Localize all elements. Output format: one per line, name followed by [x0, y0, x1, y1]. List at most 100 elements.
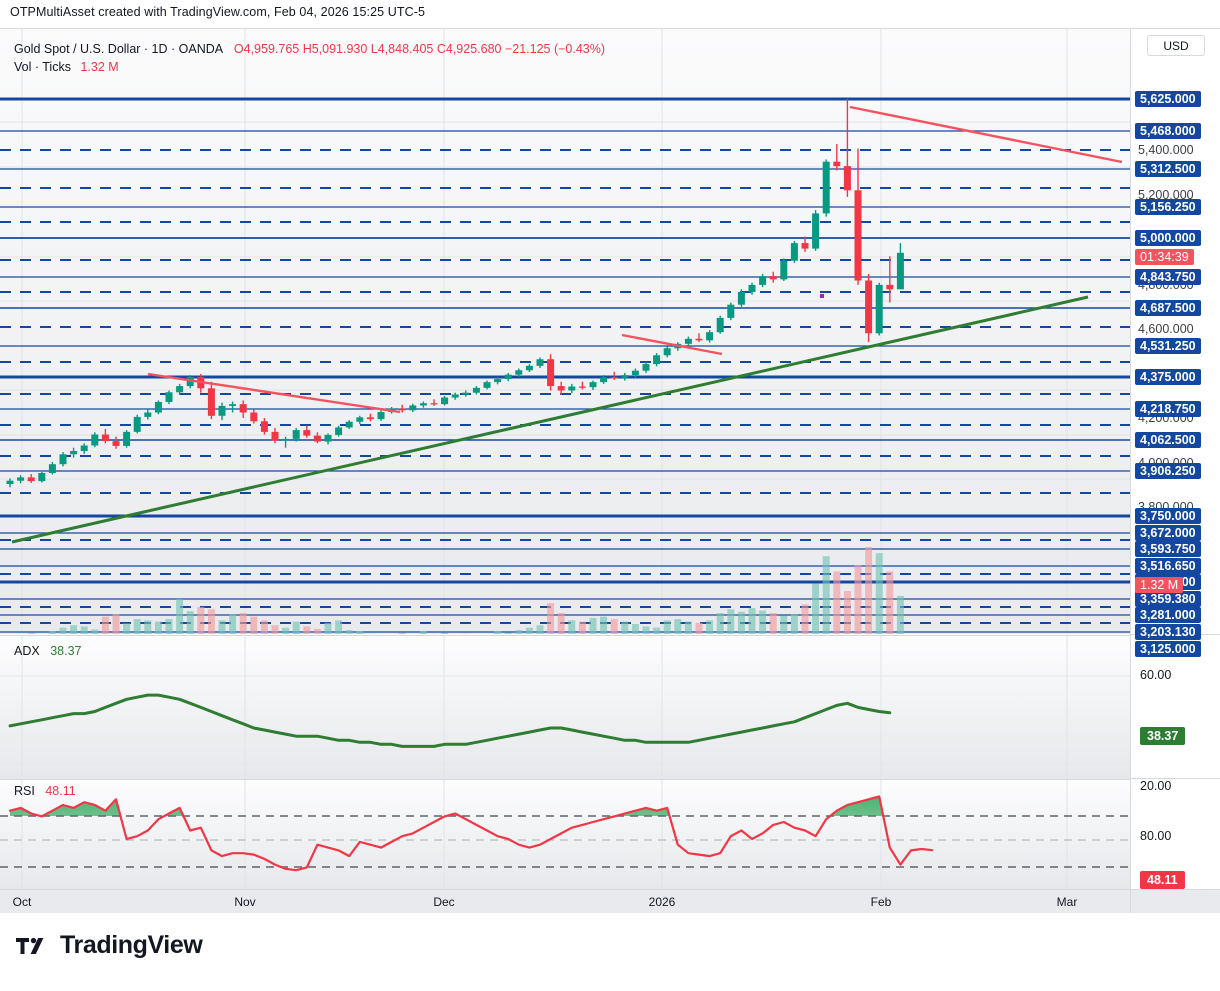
volume-bar — [642, 626, 650, 634]
rsi-line — [8, 795, 934, 872]
candle-body — [335, 427, 343, 435]
candle-body — [706, 332, 714, 341]
candle-body — [101, 434, 109, 442]
blue-levels-dashed — [0, 149, 1130, 624]
price-pane[interactable]: Gold Spot / U.S. Dollar · 1D · OANDA O4,… — [0, 29, 1130, 634]
candle-body — [716, 317, 724, 333]
candle-body — [451, 394, 459, 398]
adx-pane-canvas — [0, 636, 1130, 779]
volume-bar — [769, 613, 777, 634]
rsi-value-badge: 48.11 — [1140, 871, 1185, 889]
candle-body — [886, 284, 894, 290]
volume-bar — [91, 629, 99, 634]
volume-bar — [865, 547, 873, 634]
volume-bar — [494, 631, 502, 634]
candle-body — [133, 416, 141, 432]
trendline-resistance-micro — [621, 333, 723, 356]
volume-bar — [154, 621, 162, 634]
price-level-label: 5,156.250 — [1135, 199, 1201, 215]
candle-body — [48, 464, 56, 473]
volume-bar — [801, 604, 809, 634]
volume-bar — [568, 620, 576, 634]
tradingview-mark-icon — [16, 937, 44, 954]
candle-body — [80, 445, 88, 451]
volume-bar — [663, 620, 671, 634]
volume-bar — [59, 627, 67, 634]
volume-bar — [621, 621, 629, 634]
tradingview-wordmark: TradingView — [60, 931, 203, 959]
candle-body — [536, 359, 544, 366]
volume-bar — [727, 609, 735, 634]
volume-bar — [833, 571, 841, 634]
price-level-label: 5,000.000 — [1135, 230, 1201, 246]
rsi-pane[interactable]: RSI 48.11 — [0, 779, 1130, 889]
candle-body — [229, 404, 237, 406]
price-level-label: 4,687.500 — [1135, 300, 1201, 316]
candle-body — [653, 355, 661, 365]
candle-body — [154, 401, 162, 413]
candle-body — [356, 417, 364, 422]
volume-bar — [748, 608, 756, 634]
volume-bar — [706, 620, 714, 634]
candle-body — [292, 430, 300, 439]
candle-body — [833, 161, 841, 167]
candle-body — [483, 382, 491, 388]
candle-body — [38, 473, 46, 482]
volume-bar — [653, 627, 661, 634]
candle-body — [610, 377, 618, 379]
volume-bar — [525, 627, 533, 634]
volume-value-badge: 1.32 M — [1135, 577, 1184, 593]
volume-bar — [292, 621, 300, 634]
adx-horizontal-gridlines — [0, 675, 1130, 765]
time-axis[interactable]: Oct Nov Dec 2026 Feb Mar — [0, 889, 1130, 914]
volume-bar — [547, 603, 555, 634]
volume-bar — [536, 625, 544, 634]
volume-bar — [144, 620, 152, 634]
countdown-badge: 01:34:39 — [1135, 249, 1194, 265]
adx-value-badge: 38.37 — [1140, 727, 1186, 745]
volume-bar — [557, 613, 565, 634]
candle-body — [557, 386, 565, 391]
candle-body — [472, 387, 480, 393]
plot-column[interactable]: Gold Spot / U.S. Dollar · 1D · OANDA O4,… — [0, 29, 1130, 914]
price-level-label: 5,625.000 — [1135, 91, 1201, 107]
volume-bar — [695, 622, 703, 634]
candle-body — [865, 280, 873, 334]
price-level-label: 4,218.750 — [1135, 401, 1201, 417]
price-level-label: 3,672.000 — [1135, 525, 1201, 541]
candle-body — [759, 276, 767, 285]
volume-bar — [324, 622, 332, 634]
price-level-label: 5,468.000 — [1135, 123, 1201, 139]
volume-bar — [165, 619, 173, 634]
candle-body — [631, 370, 639, 376]
time-axis-label: Mar — [1056, 895, 1078, 909]
candle-body — [621, 375, 629, 378]
tradingview-logo[interactable]: TradingView — [16, 931, 203, 960]
price-scale[interactable]: USD 5,400.000 5,200.000 4,800.000 4,600.000… — [1130, 29, 1220, 914]
candle-body — [737, 291, 745, 305]
volume-bar — [684, 621, 692, 634]
volume-bar — [229, 614, 237, 634]
price-level-label: 4,062.500 — [1135, 432, 1201, 448]
volume-bar — [27, 632, 35, 634]
volume-bar — [600, 616, 608, 634]
candle-body — [875, 284, 883, 334]
currency-chip[interactable]: USD — [1147, 35, 1205, 56]
candlestick-series — [6, 99, 904, 488]
volume-bar — [123, 623, 131, 634]
rsi-indicator-title[interactable]: RSI 48.11 — [14, 784, 76, 798]
candle-body — [218, 405, 226, 416]
adx-pane[interactable]: ADX 38.37 — [0, 635, 1130, 779]
volume-bar — [335, 620, 343, 634]
candle-body — [165, 392, 173, 402]
volume-bar — [250, 616, 258, 634]
volume-bar — [854, 565, 862, 634]
adx-indicator-title[interactable]: ADX 38.37 — [14, 644, 81, 658]
candle-body — [345, 421, 353, 428]
volume-bar — [112, 614, 120, 634]
volume-bar — [737, 611, 745, 634]
volume-bar — [260, 620, 268, 634]
candle-body — [780, 260, 788, 280]
candle-body — [398, 408, 406, 411]
